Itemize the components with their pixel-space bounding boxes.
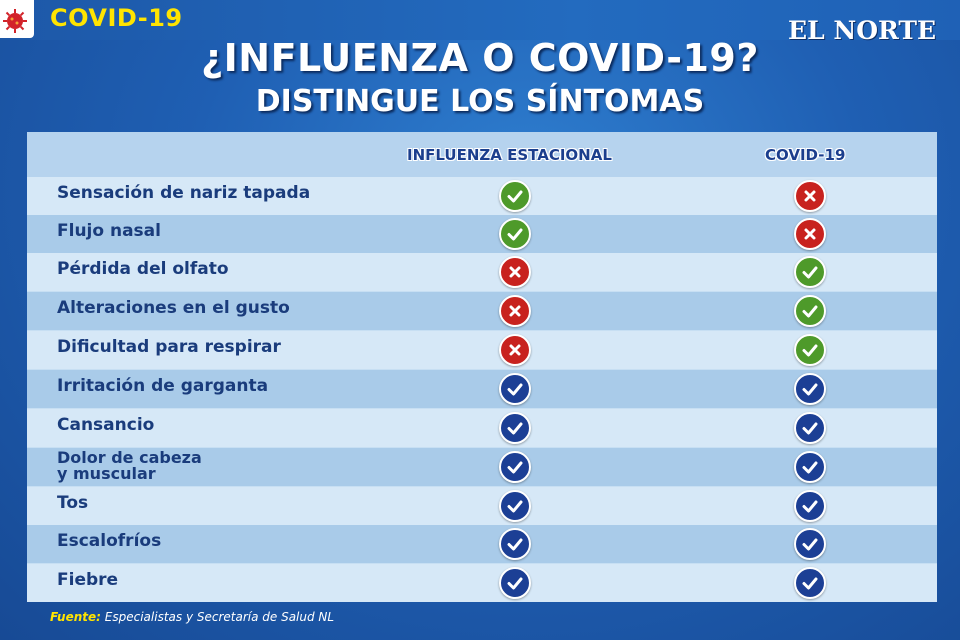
virus-badge <box>0 0 34 38</box>
virus-icon <box>3 9 27 33</box>
table-row: Flujo nasal <box>27 215 937 253</box>
table-row: Dolor de cabeza y muscular <box>27 448 937 486</box>
green-check-icon <box>794 295 826 327</box>
symptom-label: Flujo nasal <box>57 221 161 241</box>
green-check-icon <box>794 256 826 288</box>
symptom-label: Cansancio <box>57 415 155 435</box>
blue-check-icon <box>499 412 531 444</box>
blue-check-icon <box>794 567 826 599</box>
blue-check-icon <box>794 412 826 444</box>
source-note: Fuente: Especialistas y Secretaría de Sa… <box>50 610 334 624</box>
symptom-label: Tos <box>57 493 89 513</box>
symptom-label: Sensación de nariz tapada <box>57 183 311 203</box>
table-header: INFLUENZA ESTACIONAL COVID-19 <box>27 132 937 177</box>
symptom-label: Pérdida del olfato <box>57 259 229 279</box>
table-row: Sensación de nariz tapada <box>27 177 937 215</box>
source-label: Fuente: <box>50 610 101 624</box>
table-row: Fiebre <box>27 564 937 602</box>
blue-check-icon <box>499 528 531 560</box>
page-subtitle: DISTINGUE LOS SÍNTOMAS <box>255 84 705 119</box>
blue-check-icon <box>794 451 826 483</box>
red-x-icon <box>499 256 531 288</box>
symptom-label: Dificultad para respirar <box>57 337 281 357</box>
blue-check-icon <box>499 451 531 483</box>
blue-check-icon <box>794 373 826 405</box>
table-row: Cansancio <box>27 409 937 447</box>
green-check-icon <box>794 334 826 366</box>
symptom-label: Alteraciones en el gusto <box>57 298 290 318</box>
table-row: Tos <box>27 487 937 525</box>
red-x-icon <box>794 180 826 212</box>
blue-check-icon <box>794 528 826 560</box>
blue-check-icon <box>499 373 531 405</box>
table-row: Dificultad para respirar <box>27 331 937 369</box>
green-check-icon <box>499 180 531 212</box>
symptom-table: INFLUENZA ESTACIONAL COVID-19 Sensación … <box>27 132 937 602</box>
symptom-label: Fiebre <box>57 570 119 590</box>
table-row: Irritación de garganta <box>27 370 937 408</box>
column-header-covid: COVID-19 <box>765 146 846 164</box>
blue-check-icon <box>499 490 531 522</box>
source-text: Especialistas y Secretaría de Salud NL <box>104 610 335 624</box>
covid-tag: COVID-19 <box>50 4 183 32</box>
symptom-label: Dolor de cabeza y muscular <box>57 448 202 483</box>
red-x-icon <box>499 295 531 327</box>
column-header-influenza: INFLUENZA ESTACIONAL <box>407 146 612 164</box>
symptom-label: Irritación de garganta <box>57 376 269 396</box>
top-band <box>0 0 960 40</box>
red-x-icon <box>499 334 531 366</box>
green-check-icon <box>499 218 531 250</box>
page-title: ¿INFLUENZA O COVID-19? <box>201 36 759 80</box>
red-x-icon <box>794 218 826 250</box>
table-row: Alteraciones en el gusto <box>27 292 937 330</box>
brand-logo: EL NORTE <box>788 16 936 45</box>
symptom-label: Escalofríos <box>57 531 162 551</box>
blue-check-icon <box>499 567 531 599</box>
table-row: Pérdida del olfato <box>27 253 937 291</box>
table-row: Escalofríos <box>27 525 937 563</box>
blue-check-icon <box>794 490 826 522</box>
